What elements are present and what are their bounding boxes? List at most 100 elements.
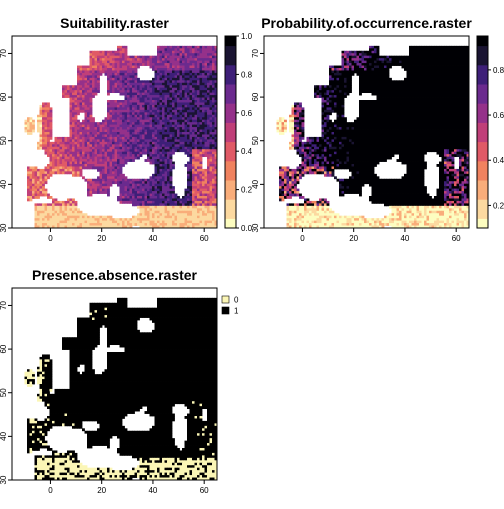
legend-color-step (225, 209, 236, 214)
y-tick-label: 60 (0, 344, 8, 353)
legend-color-step (225, 98, 236, 103)
legend-color-step (225, 185, 236, 190)
legend-color-step (477, 161, 488, 166)
legend-color-step (477, 142, 488, 147)
legend-color-step (225, 65, 236, 70)
legend-color-step (477, 46, 488, 51)
legend-color-step (477, 74, 488, 79)
raster-cells (277, 46, 470, 229)
legend-tick-label: 0.8 (493, 66, 504, 75)
legend-color-step (477, 108, 488, 113)
legend-color-step (477, 60, 488, 65)
legend-color-step (225, 199, 236, 204)
legend: 01 (222, 296, 239, 316)
legend-color-step (477, 190, 488, 195)
legend-color-step (477, 113, 488, 118)
legend-swatch (222, 307, 229, 314)
legend-color-step (225, 50, 236, 55)
legend-color-step (477, 204, 488, 209)
legend-tick-label: 1.0 (241, 32, 253, 41)
legend-color-step (477, 41, 488, 46)
panel-title: Probability.of.occurrence.raster (261, 15, 472, 31)
legend-color-step (477, 70, 488, 75)
legend-color-step (477, 65, 488, 70)
legend-color-step (225, 74, 236, 79)
y-tick-label: 40 (0, 179, 8, 188)
y-tick-label: 50 (0, 388, 8, 397)
x-tick-label: 20 (349, 234, 358, 243)
x-tick-label: 60 (452, 234, 461, 243)
legend-color-step (477, 98, 488, 103)
legend-color-step (225, 41, 236, 46)
legend-tick-label: 0.6 (493, 111, 504, 120)
x-tick-label: 20 (97, 234, 106, 243)
y-tick-label: 70 (0, 48, 8, 57)
legend: 0.00.20.40.60.81.0 (225, 32, 253, 233)
legend-color-step (225, 103, 236, 108)
legend-color-step (225, 137, 236, 142)
x-tick-label: 0 (300, 234, 305, 243)
legend-tick-label: 0.8 (241, 70, 253, 79)
legend-label: 1 (234, 307, 239, 316)
legend-color-step (225, 122, 236, 127)
y-tick-label: 70 (251, 48, 260, 57)
legend-color-step (477, 36, 488, 41)
legend-color-step (225, 180, 236, 185)
y-tick-label: 60 (0, 92, 8, 101)
x-tick-label: 60 (200, 486, 209, 495)
legend-tick-label: 0.4 (493, 156, 504, 165)
y-tick-label: 50 (0, 136, 8, 145)
legend-color-step (225, 79, 236, 84)
legend-color-step (225, 175, 236, 180)
legend-color-step (225, 214, 236, 219)
legend-color-step (477, 209, 488, 214)
legend-color-step (225, 132, 236, 137)
legend-color-step (225, 151, 236, 156)
y-tick-label: 30 (0, 475, 8, 484)
panel-title: Suitability.raster (60, 15, 169, 31)
x-tick-label: 60 (200, 234, 209, 243)
legend-color-step (477, 79, 488, 84)
legend-color-step (225, 194, 236, 199)
legend-tick-label: 0.6 (241, 109, 253, 118)
panel-title: Presence.absence.raster (32, 267, 198, 283)
legend-color-step (225, 36, 236, 41)
legend-color-step (225, 108, 236, 113)
x-tick-label: 0 (48, 486, 53, 495)
legend-color-step (225, 190, 236, 195)
legend-swatch (222, 296, 229, 303)
legend-tick-label: 0.2 (493, 201, 504, 210)
y-tick-label: 40 (251, 179, 260, 188)
x-tick-label: 40 (148, 234, 157, 243)
raster-cells (25, 298, 218, 481)
legend-color-step (225, 161, 236, 166)
y-tick-label: 50 (251, 136, 260, 145)
legend-color-step (477, 122, 488, 127)
x-tick-label: 0 (48, 234, 53, 243)
legend-color-step (225, 204, 236, 209)
x-tick-label: 40 (148, 486, 157, 495)
legend-color-step (477, 214, 488, 219)
legend-color-step (477, 89, 488, 94)
legend-color-step (477, 175, 488, 180)
y-tick-label: 30 (0, 223, 8, 232)
legend-color-step (477, 170, 488, 175)
legend-color-step (225, 118, 236, 123)
legend-color-step (225, 156, 236, 161)
x-tick-label: 40 (400, 234, 409, 243)
legend-color-step (225, 127, 236, 132)
legend-color-step (477, 103, 488, 108)
legend-color-step (225, 170, 236, 175)
legend-color-step (477, 151, 488, 156)
x-tick-label: 20 (97, 486, 106, 495)
y-tick-label: 40 (0, 431, 8, 440)
legend-color-step (477, 137, 488, 142)
legend-color-step (225, 60, 236, 65)
legend-color-step (477, 118, 488, 123)
legend-color-step (477, 199, 488, 204)
legend-color-step (477, 50, 488, 55)
legend-color-step (225, 94, 236, 99)
